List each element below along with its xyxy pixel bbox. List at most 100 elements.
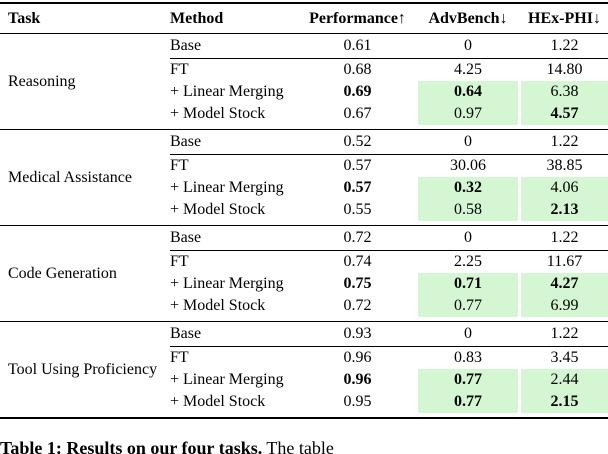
- table-row: Base 0.61 0 1.22: [170, 34, 608, 58]
- hexphi-cell: 2.44: [521, 369, 608, 391]
- column-gap: [410, 34, 418, 58]
- method-cell: FT: [170, 349, 189, 366]
- hexphi-cell: 38.85: [546, 157, 583, 174]
- mid-rule: [170, 346, 608, 347]
- method-cell: Base: [170, 325, 202, 342]
- column-gap: [410, 81, 418, 103]
- task-label: Medical Assistance: [8, 168, 132, 186]
- hexphi-cell: 4.27: [521, 273, 608, 295]
- performance-cell: 0.72: [343, 229, 372, 246]
- section-rows: Base 0.61 0 1.22 FT 0.68 4.25 14.80 + Linear Mer…: [170, 34, 608, 129]
- advbench-cell: 0.58: [418, 199, 518, 221]
- table-section: Code Generation Base 0.72 0 1.22 FT 0.74 2.25 11…: [0, 226, 608, 322]
- row-padding: [170, 221, 608, 225]
- table-section: Medical Assistance Base 0.52 0 1.22 FT 0.57 30.…: [0, 130, 608, 226]
- section-rows: Base 0.72 0 1.22 FT 0.74 2.25 11.67 + Linear Mer…: [170, 226, 608, 321]
- table-row: + Model Stock 0.67 0.97 4.57: [170, 103, 608, 125]
- method-cell: + Model Stock: [170, 105, 266, 122]
- row-padding: [170, 125, 608, 129]
- task-label: Reasoning: [8, 72, 76, 90]
- table-caption: Table 1: Results on our four tasks. The …: [0, 437, 608, 454]
- method-cell: FT: [170, 157, 189, 174]
- performance-cell: 0.55: [343, 201, 372, 218]
- column-gap: [410, 369, 418, 391]
- method-cell: + Model Stock: [170, 297, 266, 314]
- performance-cell: 0.75: [343, 275, 372, 292]
- advbench-cell: 30.06: [450, 157, 486, 174]
- section-rows: Base 0.93 0 1.22 FT 0.96 0.83 3.45 + Linear Merg…: [170, 322, 608, 417]
- advbench-cell: 2.25: [454, 253, 482, 270]
- method-cell: + Linear Merging: [170, 275, 284, 292]
- row-padding: [170, 413, 608, 417]
- column-gap: [410, 347, 418, 369]
- column-gap: [410, 130, 418, 154]
- table-section: Tool Using Proficiency Base 0.93 0 1.22 FT 0.9…: [0, 322, 608, 419]
- column-gap: [410, 103, 418, 125]
- table-caption-rest: The table: [262, 438, 334, 454]
- table-row: FT 0.68 4.25 14.80: [170, 59, 608, 81]
- advbench-cell: 0.97: [418, 103, 518, 125]
- performance-cell: 0.52: [343, 133, 372, 150]
- advbench-cell: 0.77: [418, 391, 518, 413]
- table-row: + Linear Merging 0.69 0.64 6.38: [170, 81, 608, 103]
- advbench-cell: 0: [464, 325, 472, 342]
- performance-cell: 0.93: [343, 325, 372, 342]
- table-row: FT 0.57 30.06 38.85: [170, 155, 608, 177]
- table-row: Base 0.93 0 1.22: [170, 322, 608, 346]
- hexphi-cell: 1.22: [550, 325, 579, 342]
- table-row: Base 0.72 0 1.22: [170, 226, 608, 250]
- column-header-advbench: AdvBench↓: [428, 9, 508, 27]
- method-cell: + Linear Merging: [170, 179, 284, 196]
- hexphi-cell: 11.67: [546, 253, 583, 270]
- performance-cell: 0.69: [343, 83, 372, 100]
- performance-cell: 0.68: [343, 61, 372, 78]
- task-label: Tool Using Proficiency: [8, 360, 158, 378]
- performance-cell: 0.61: [343, 37, 372, 54]
- performance-cell: 0.57: [343, 179, 372, 196]
- advbench-cell: 0.64: [418, 81, 518, 103]
- hexphi-cell: 1.22: [550, 133, 579, 150]
- mid-rule: [170, 154, 608, 155]
- table-row: FT 0.96 0.83 3.45: [170, 347, 608, 369]
- advbench-cell: 0.83: [454, 349, 482, 366]
- table-top-rule: [0, 2, 608, 4]
- performance-cell: 0.74: [343, 253, 372, 270]
- column-gap: [410, 177, 418, 199]
- table-section: Reasoning Base 0.61 0 1.22 FT 0.68 4.25 14.80 + L…: [0, 34, 608, 130]
- table-row: + Model Stock 0.95 0.77 2.15: [170, 391, 608, 413]
- column-gap: [410, 155, 418, 177]
- table-row: + Model Stock 0.55 0.58 2.13: [170, 199, 608, 221]
- task-label: Code Generation: [8, 264, 117, 282]
- column-header-hexphi: HEx-PHI↓: [528, 9, 601, 27]
- method-cell: + Model Stock: [170, 393, 266, 410]
- hexphi-cell: 3.45: [550, 349, 579, 366]
- hexphi-cell: 1.22: [550, 37, 579, 54]
- column-gap: [410, 251, 418, 273]
- advbench-cell: 4.25: [454, 61, 482, 78]
- column-header-method: Method: [170, 9, 224, 27]
- method-cell: FT: [170, 253, 189, 270]
- hexphi-cell: 14.80: [546, 61, 583, 78]
- column-gap: [410, 295, 418, 317]
- advbench-cell: 0.32: [418, 177, 518, 199]
- hexphi-cell: 4.57: [521, 103, 608, 125]
- performance-cell: 0.95: [343, 393, 372, 410]
- column-gap: [410, 199, 418, 221]
- hexphi-cell: 4.06: [521, 177, 608, 199]
- column-gap: [410, 59, 418, 81]
- method-cell: Base: [170, 229, 202, 246]
- hexphi-cell: 6.99: [521, 295, 608, 317]
- hexphi-cell: 2.15: [521, 391, 608, 413]
- table-caption-lead: Table 1: Results on our four tasks.: [0, 438, 263, 454]
- column-gap: [410, 391, 418, 413]
- table-row: FT 0.74 2.25 11.67: [170, 251, 608, 273]
- table-body: Reasoning Base 0.61 0 1.22 FT 0.68 4.25 14.80 + L…: [0, 34, 608, 419]
- column-gap: [410, 226, 418, 250]
- method-cell: Base: [170, 37, 202, 54]
- method-cell: FT: [170, 61, 189, 78]
- table-row: + Linear Merging 0.75 0.71 4.27: [170, 273, 608, 295]
- table-row: + Linear Merging 0.96 0.77 2.44: [170, 369, 608, 391]
- section-rows: Base 0.52 0 1.22 FT 0.57 30.06 38.85 + Linear Me…: [170, 130, 608, 225]
- table-row: Base 0.52 0 1.22: [170, 130, 608, 154]
